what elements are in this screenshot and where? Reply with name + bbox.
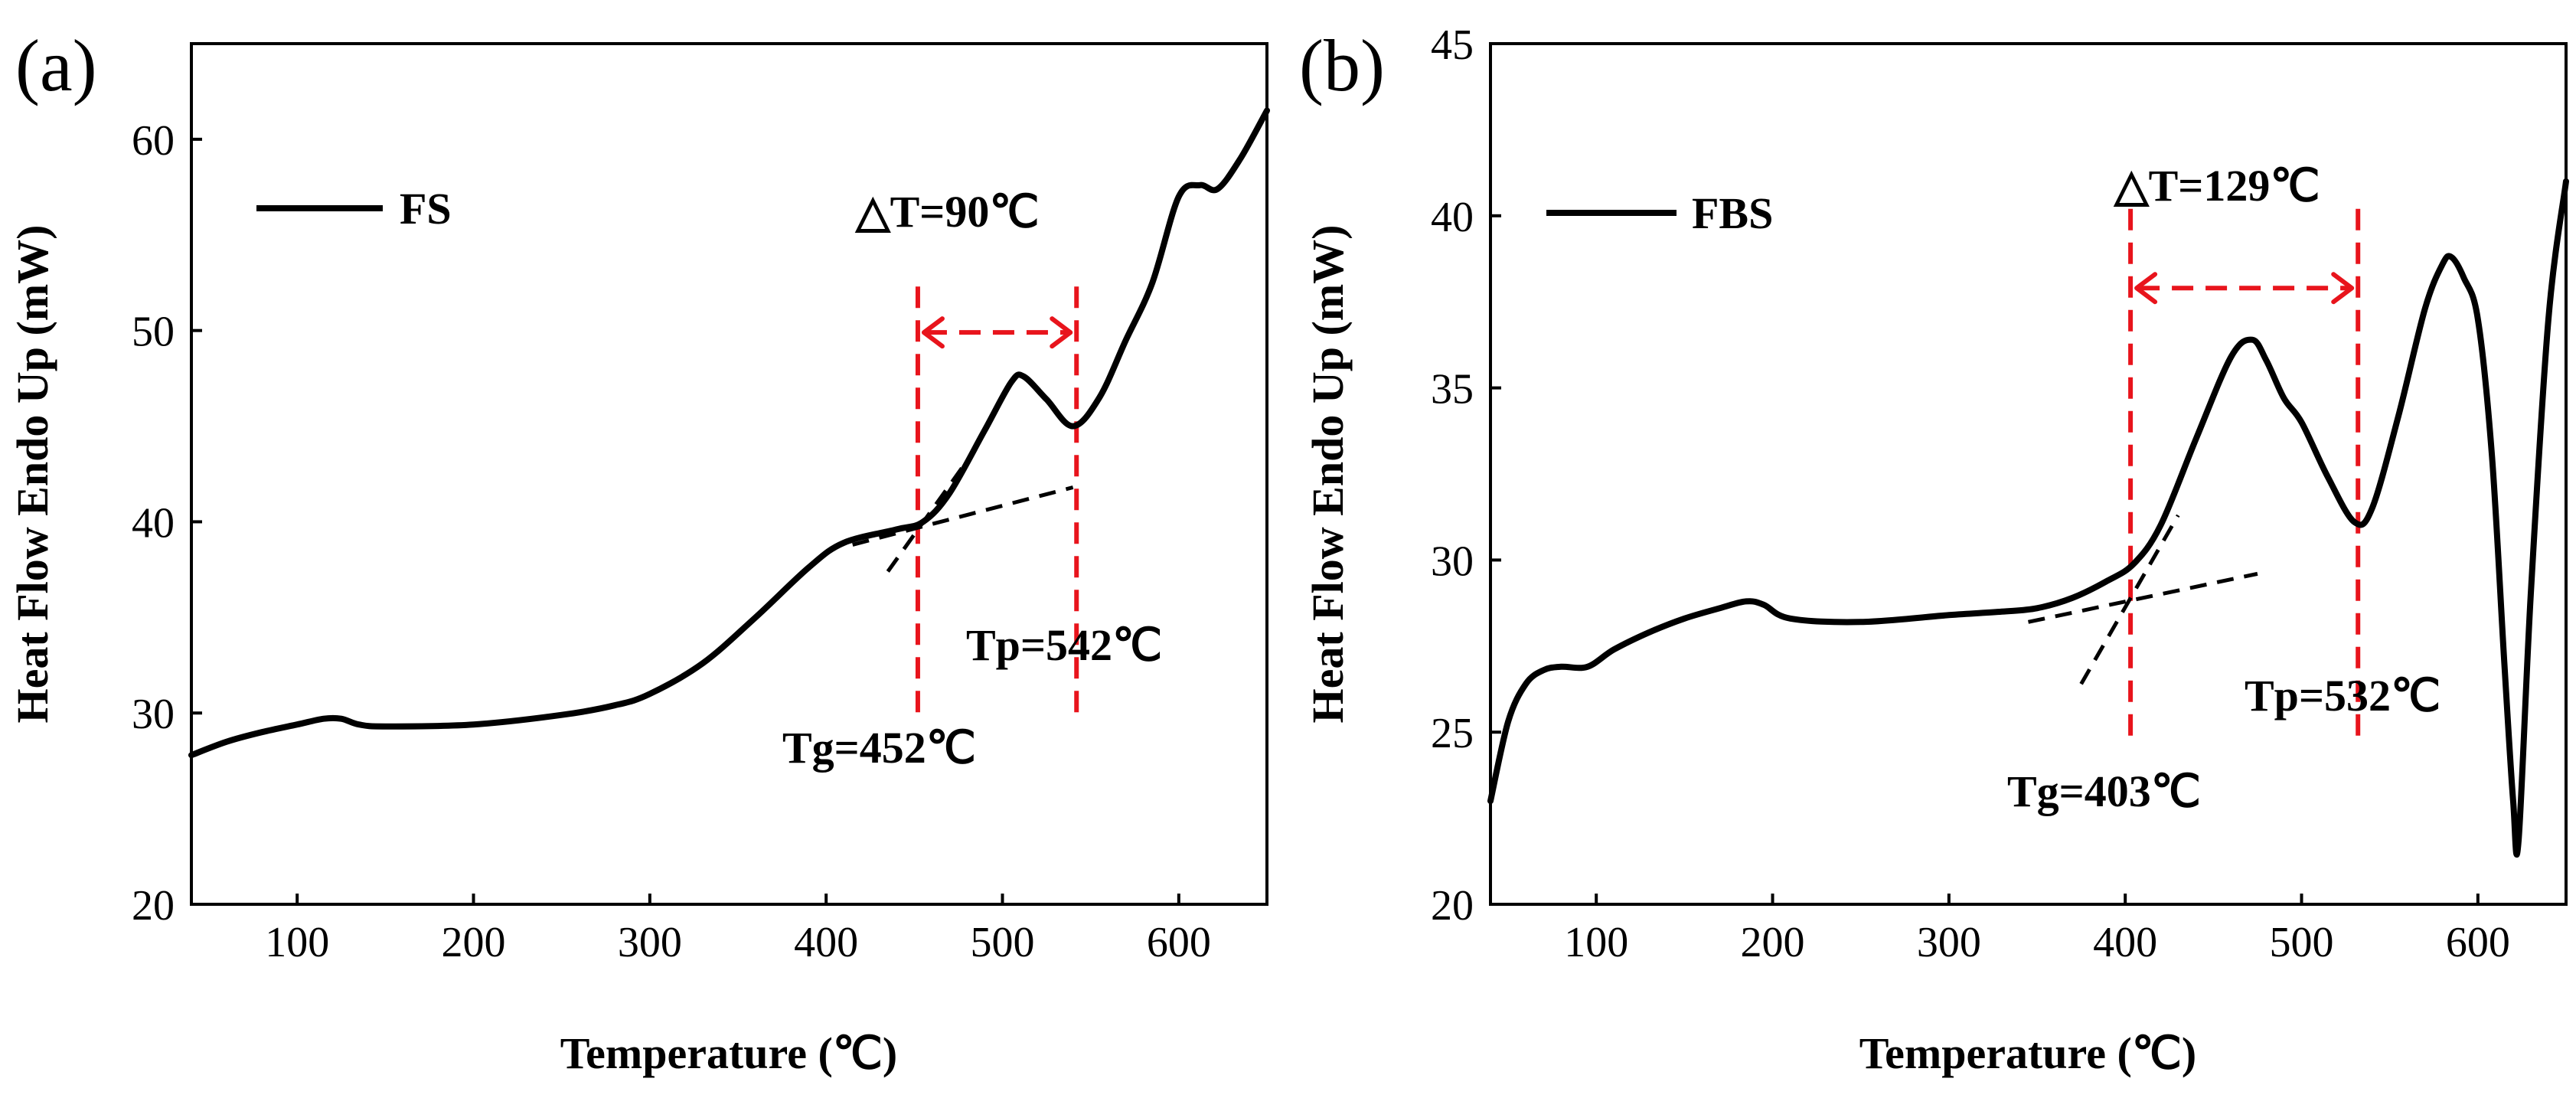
panel-a-fs-curve (188, 107, 1270, 759)
y-tick-label: 30 (132, 691, 175, 738)
x-tick-label: 100 (265, 919, 329, 966)
x-tick-label: 500 (971, 919, 1035, 966)
y-tick-label: 20 (1431, 882, 1474, 930)
panel-b-legend-label: FBS (1692, 188, 1773, 238)
x-tick-label: 300 (1917, 919, 1981, 966)
delta-t-arrow-left-head (2134, 272, 2158, 305)
panel-b-delta-t-markers (2128, 208, 2361, 747)
y-tick-label: 20 (132, 882, 175, 930)
x-tick-label: 200 (442, 919, 506, 966)
y-tick-label: 25 (1431, 710, 1474, 757)
panel-b-x-ticks: 100 200 300 400 500 600 (1564, 894, 2510, 966)
panel-b-fbs-curve (1487, 178, 2569, 858)
x-tick-label: 400 (2093, 919, 2157, 966)
delta-t-arrow-right-head (2331, 272, 2355, 305)
y-tick-label: 35 (1431, 366, 1474, 413)
panel-b-delta-t-label: △T=129℃ (2113, 161, 2320, 211)
panel-a-x-ticks: 100 200 300 400 500 600 (265, 894, 1211, 966)
y-tick-label: 30 (1431, 538, 1474, 585)
x-tick-label: 300 (618, 919, 682, 966)
x-tick-label: 200 (1741, 919, 1805, 966)
panel-a-fs-chart: (a) 100 200 300 400 500 600 20 30 40 50 60 Temper… (8, 25, 1270, 1078)
panel-a-delta-t-label: △T=90℃ (854, 187, 1039, 237)
tangent-line (2079, 514, 2180, 685)
y-tick-label: 50 (132, 309, 175, 356)
tangent-line (2027, 571, 2258, 624)
panel-a-tg-label: Tg=452℃ (782, 723, 976, 773)
panel-a-tp-label: Tp=542℃ (966, 620, 1162, 670)
y-tick-label: 45 (1431, 21, 1474, 69)
delta-t-arrow-right-head (1050, 316, 1073, 349)
panel-b-y-axis-title: Heat Flow Endo Up (mW) (1303, 225, 1353, 724)
panel-b-tg-label: Tg=403℃ (2007, 766, 2201, 816)
delta-t-arrow-left-head (921, 316, 945, 349)
y-tick-label: 60 (132, 117, 175, 165)
x-tick-label: 600 (1147, 919, 1211, 966)
panel-a-tangent-lines (852, 459, 1074, 573)
y-tick-label: 40 (132, 499, 175, 547)
panel-a-x-axis-title: Temperature (℃) (560, 1028, 897, 1078)
x-tick-label: 100 (1564, 919, 1628, 966)
panel-b-label: (b) (1299, 25, 1385, 106)
panel-b-x-axis-title: Temperature (℃) (1859, 1028, 2196, 1078)
panel-a-plot-frame (190, 42, 1268, 906)
tangent-line (852, 485, 1074, 547)
panel-b-y-ticks: 20 25 30 35 40 45 (1431, 21, 1501, 930)
x-tick-label: 600 (2446, 919, 2510, 966)
panel-b-plot-frame (1489, 42, 2568, 906)
panel-b-fbs-chart: (b) 100 200 300 400 500 600 20 25 30 35 40 45 Temp… (1299, 21, 2569, 1078)
y-tick-label: 40 (1431, 194, 1474, 241)
panel-a-y-ticks: 20 30 40 50 60 (132, 117, 202, 930)
panel-a-delta-t-markers (915, 286, 1079, 714)
x-tick-label: 400 (794, 919, 858, 966)
panel-a-label: (a) (15, 25, 97, 106)
x-tick-label: 500 (2270, 919, 2334, 966)
panel-b-tp-label: Tp=532℃ (2245, 671, 2441, 721)
panel-b-tangent-lines (2027, 514, 2258, 685)
panel-a-y-axis-title: Heat Flow Endo Up (mW) (8, 225, 57, 724)
panel-a-legend-label: FS (400, 184, 452, 234)
